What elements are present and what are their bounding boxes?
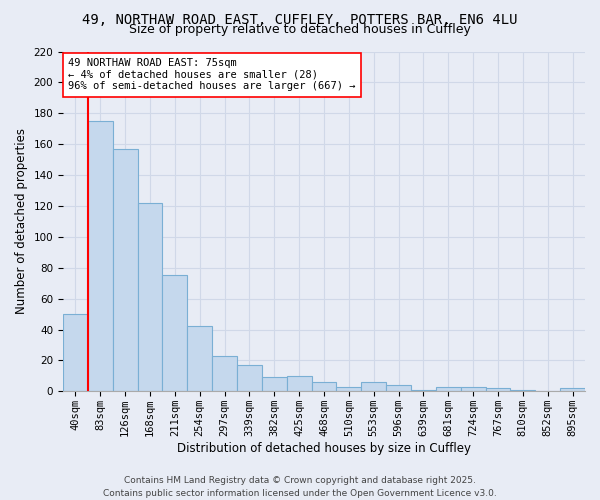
Bar (386, 385, 411, 392)
Bar (113, 149, 137, 392)
Bar (485, 388, 511, 392)
Y-axis label: Number of detached properties: Number of detached properties (15, 128, 28, 314)
Bar (337, 386, 361, 392)
Bar (88, 121, 113, 392)
Bar (436, 386, 461, 392)
Bar (411, 390, 436, 392)
Bar (311, 382, 337, 392)
Bar (137, 203, 163, 392)
Bar (511, 390, 535, 392)
Text: 49 NORTHAW ROAD EAST: 75sqm
← 4% of detached houses are smaller (28)
96% of semi: 49 NORTHAW ROAD EAST: 75sqm ← 4% of deta… (68, 58, 356, 92)
Text: 49, NORTHAW ROAD EAST, CUFFLEY, POTTERS BAR, EN6 4LU: 49, NORTHAW ROAD EAST, CUFFLEY, POTTERS … (82, 12, 518, 26)
Bar (461, 386, 485, 392)
Bar (361, 382, 386, 392)
Bar (212, 356, 237, 392)
Text: Contains HM Land Registry data © Crown copyright and database right 2025.
Contai: Contains HM Land Registry data © Crown c… (103, 476, 497, 498)
Bar (262, 378, 287, 392)
Bar (163, 276, 187, 392)
Bar (287, 376, 311, 392)
Bar (560, 388, 585, 392)
X-axis label: Distribution of detached houses by size in Cuffley: Distribution of detached houses by size … (177, 442, 471, 455)
Bar (63, 314, 88, 392)
Bar (187, 326, 212, 392)
Text: Size of property relative to detached houses in Cuffley: Size of property relative to detached ho… (129, 22, 471, 36)
Bar (237, 365, 262, 392)
